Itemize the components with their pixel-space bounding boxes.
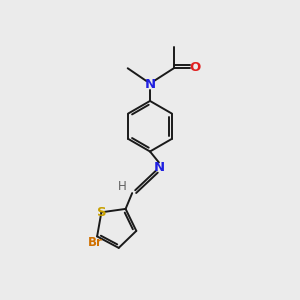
Text: H: H [118, 180, 127, 193]
Text: N: N [153, 161, 164, 174]
Text: S: S [97, 206, 106, 219]
Text: Br: Br [88, 236, 103, 249]
Text: N: N [144, 78, 156, 91]
Text: O: O [190, 61, 201, 74]
